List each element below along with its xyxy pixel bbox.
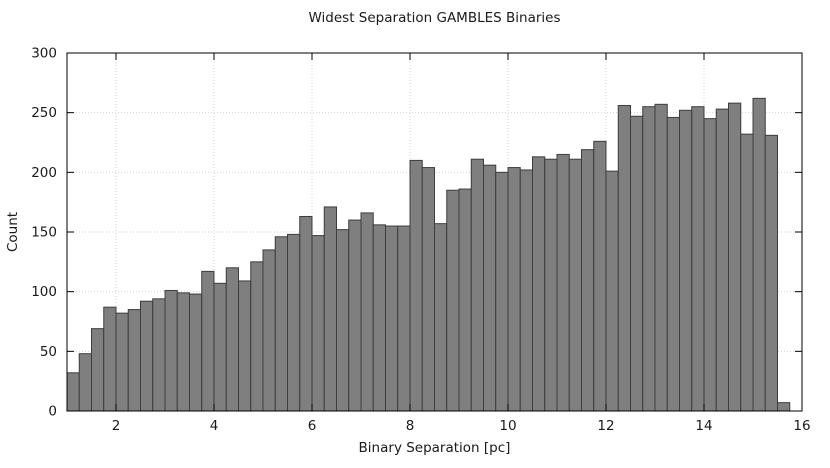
histogram-bar bbox=[360, 212, 374, 412]
histogram-bar bbox=[127, 309, 141, 412]
histogram-bar bbox=[140, 300, 154, 412]
histogram-bar bbox=[605, 170, 619, 412]
histogram-bar bbox=[495, 171, 509, 412]
histogram-bar bbox=[483, 164, 497, 412]
histogram-bar bbox=[507, 167, 521, 412]
histogram-bar bbox=[152, 298, 166, 412]
histogram-bar bbox=[728, 102, 742, 412]
x-tick-label: 10 bbox=[499, 418, 516, 434]
histogram-bar bbox=[679, 109, 693, 412]
histogram-bar bbox=[66, 372, 80, 412]
histogram-bar bbox=[654, 103, 668, 412]
histogram-bar bbox=[115, 312, 129, 412]
histogram-bar bbox=[666, 116, 680, 412]
histogram-bar bbox=[764, 134, 778, 412]
chart-title: Widest Separation GAMBLES Binaries bbox=[309, 10, 561, 26]
histogram-bar bbox=[740, 133, 754, 412]
histogram-bar bbox=[777, 402, 791, 412]
y-tick-label: 0 bbox=[48, 404, 57, 420]
histogram-bar bbox=[189, 293, 203, 412]
histogram-bar bbox=[519, 169, 533, 412]
histogram-bar bbox=[91, 328, 105, 412]
histogram-bar bbox=[397, 225, 411, 412]
histogram-bar bbox=[225, 267, 239, 412]
histogram-bar bbox=[703, 118, 717, 412]
histogram-bar bbox=[470, 158, 484, 412]
histogram-bar bbox=[409, 159, 423, 412]
histogram-bar bbox=[348, 219, 362, 412]
histogram-bar bbox=[421, 167, 435, 412]
tick-labels: 2 4 6 8 10 12 14 16 0 50 100 150 200 250 300 bbox=[31, 46, 810, 435]
y-tick-label: 300 bbox=[31, 46, 57, 62]
histogram-bar bbox=[262, 249, 276, 412]
histogram-bar bbox=[568, 158, 582, 412]
histogram-bar bbox=[752, 97, 766, 412]
histogram-bar bbox=[556, 153, 570, 412]
histogram-bar bbox=[385, 225, 399, 412]
histogram-bar bbox=[630, 115, 644, 412]
histogram-bar bbox=[336, 229, 350, 412]
histogram-bar bbox=[78, 353, 92, 412]
y-tick-label: 100 bbox=[31, 284, 57, 300]
histogram-bar bbox=[544, 158, 558, 412]
histogram-bar bbox=[581, 149, 595, 412]
histogram-bar bbox=[617, 105, 631, 412]
histogram-bar bbox=[691, 106, 705, 412]
x-tick-label: 8 bbox=[406, 418, 415, 434]
histogram-bar bbox=[446, 189, 460, 412]
x-tick-label: 12 bbox=[597, 418, 614, 434]
axis-ticks bbox=[67, 52, 803, 412]
histogram-bar bbox=[434, 223, 448, 412]
histogram-bar bbox=[593, 140, 607, 412]
histogram-bar bbox=[250, 261, 264, 412]
x-tick-label: 4 bbox=[210, 418, 219, 434]
histogram-bar bbox=[458, 188, 472, 412]
y-axis-label: Count bbox=[5, 212, 21, 252]
histogram-bar bbox=[299, 215, 313, 412]
x-tick-label: 14 bbox=[695, 418, 712, 434]
x-tick-label: 6 bbox=[308, 418, 317, 434]
histogram-bar bbox=[274, 236, 288, 412]
histogram-bar bbox=[103, 306, 117, 412]
y-tick-label: 150 bbox=[31, 225, 57, 241]
histogram-bar bbox=[532, 156, 546, 412]
y-tick-label: 200 bbox=[31, 165, 57, 181]
x-tick-label: 16 bbox=[793, 418, 810, 434]
histogram-bar bbox=[201, 270, 215, 412]
histogram-bar bbox=[372, 224, 386, 412]
histogram-bar bbox=[164, 289, 178, 412]
y-tick-label: 250 bbox=[31, 105, 57, 121]
x-tick-label: 2 bbox=[112, 418, 121, 434]
histogram-bar bbox=[213, 282, 227, 412]
histogram-bar bbox=[311, 235, 325, 412]
histogram-bar bbox=[642, 106, 656, 412]
histogram-bar bbox=[238, 280, 252, 412]
y-tick-label: 50 bbox=[40, 344, 57, 360]
histogram-bars bbox=[66, 97, 791, 412]
histogram-bar bbox=[715, 108, 729, 412]
histogram-bar bbox=[287, 233, 301, 412]
histogram-bar bbox=[323, 206, 337, 412]
histogram-bar bbox=[176, 292, 190, 412]
x-axis-label: Binary Separation [pc] bbox=[359, 440, 511, 456]
